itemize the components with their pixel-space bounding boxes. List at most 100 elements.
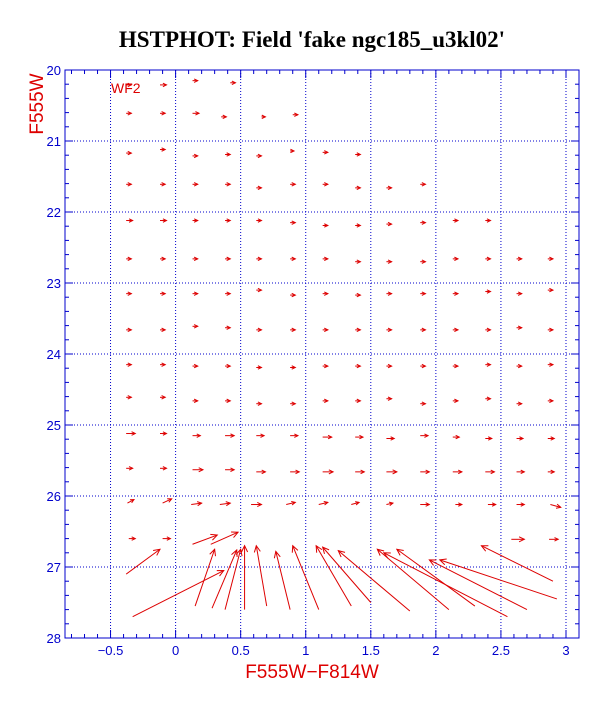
vector-head bbox=[198, 467, 205, 473]
vector bbox=[355, 292, 362, 298]
vector-head bbox=[356, 185, 362, 191]
vector bbox=[225, 398, 232, 404]
vector-shaft bbox=[429, 559, 528, 611]
vector-long bbox=[291, 544, 320, 610]
vector-head bbox=[388, 501, 395, 506]
vector bbox=[192, 433, 202, 438]
vector-head bbox=[517, 363, 523, 369]
vector bbox=[547, 287, 555, 293]
vector-head bbox=[438, 558, 447, 566]
vector-head bbox=[161, 147, 167, 152]
vector-head bbox=[291, 292, 297, 298]
vector-head bbox=[225, 501, 232, 507]
vector bbox=[485, 362, 492, 367]
vector-shaft bbox=[318, 501, 328, 506]
vector bbox=[127, 498, 135, 504]
vector-head bbox=[294, 433, 300, 438]
vector-long bbox=[253, 544, 268, 607]
vector bbox=[516, 436, 525, 441]
vector bbox=[290, 220, 297, 225]
vector bbox=[485, 289, 492, 294]
vector bbox=[420, 182, 427, 187]
vector-shaft bbox=[191, 502, 202, 506]
x-tick-label: 1.5 bbox=[362, 643, 380, 658]
vector bbox=[355, 363, 362, 369]
vector-head bbox=[153, 548, 161, 556]
vector-shaft bbox=[315, 545, 352, 607]
vector bbox=[322, 398, 330, 404]
vector-head bbox=[257, 218, 263, 223]
vector bbox=[452, 469, 464, 475]
vector-head bbox=[454, 218, 460, 223]
vector bbox=[162, 536, 172, 541]
vector bbox=[256, 365, 263, 370]
vector-head bbox=[424, 433, 430, 438]
vector-head bbox=[324, 256, 330, 262]
vector-head bbox=[291, 544, 299, 553]
vector-head bbox=[321, 546, 330, 555]
vector bbox=[192, 467, 205, 473]
vector-head bbox=[480, 545, 489, 552]
vector-long bbox=[376, 548, 450, 610]
vector-head bbox=[127, 111, 133, 116]
vector bbox=[322, 327, 330, 333]
vector bbox=[455, 502, 464, 507]
vector-head bbox=[162, 82, 168, 88]
vector-head bbox=[356, 327, 362, 333]
vector-shaft bbox=[396, 548, 476, 607]
vector bbox=[516, 325, 523, 330]
vector-head bbox=[226, 398, 232, 404]
vector-head bbox=[425, 469, 431, 475]
vector bbox=[386, 291, 393, 296]
vector-head bbox=[291, 182, 297, 187]
vector-long bbox=[382, 552, 508, 618]
vector-head bbox=[291, 401, 297, 406]
vector bbox=[511, 536, 526, 543]
vector-head bbox=[235, 548, 243, 557]
vector bbox=[192, 78, 199, 83]
vector bbox=[192, 291, 199, 296]
vector-head bbox=[356, 363, 362, 369]
x-tick-label: 2.5 bbox=[492, 643, 510, 658]
y-tick-label: 28 bbox=[47, 631, 61, 646]
y-tick-label: 22 bbox=[47, 205, 61, 220]
vector-head bbox=[387, 291, 393, 296]
vector-head bbox=[392, 469, 398, 475]
vector-long bbox=[273, 550, 291, 610]
x-tick-label: 0.5 bbox=[232, 643, 250, 658]
vector-head bbox=[387, 327, 393, 333]
vector bbox=[420, 469, 431, 475]
vector-head bbox=[454, 327, 460, 333]
vector-head bbox=[421, 363, 427, 369]
vector-head bbox=[241, 544, 249, 553]
vector bbox=[386, 501, 395, 506]
vector-head bbox=[554, 537, 560, 542]
vector-head bbox=[291, 365, 297, 370]
vector bbox=[192, 363, 199, 369]
vector-head bbox=[231, 548, 238, 557]
vector bbox=[516, 363, 523, 369]
vector-head bbox=[127, 395, 133, 400]
vector bbox=[420, 291, 427, 296]
x-tick-label: −0.5 bbox=[98, 643, 124, 658]
vector-head bbox=[273, 550, 281, 559]
vector-head bbox=[518, 536, 526, 543]
vector-head bbox=[222, 114, 228, 120]
vector bbox=[225, 467, 236, 472]
vector bbox=[487, 502, 497, 507]
vector bbox=[386, 327, 393, 333]
vector-head bbox=[549, 287, 555, 293]
vector-head bbox=[291, 256, 297, 262]
vector bbox=[159, 218, 168, 223]
vector-head bbox=[161, 395, 167, 400]
vector bbox=[290, 182, 297, 187]
vector bbox=[225, 218, 232, 223]
vector-shaft bbox=[376, 548, 450, 610]
vector bbox=[126, 362, 133, 367]
vector-head bbox=[490, 469, 496, 475]
vector-head bbox=[226, 291, 232, 296]
vector bbox=[192, 111, 201, 116]
vector-shaft bbox=[211, 549, 238, 609]
vector bbox=[256, 218, 263, 223]
vector-head bbox=[257, 327, 263, 333]
